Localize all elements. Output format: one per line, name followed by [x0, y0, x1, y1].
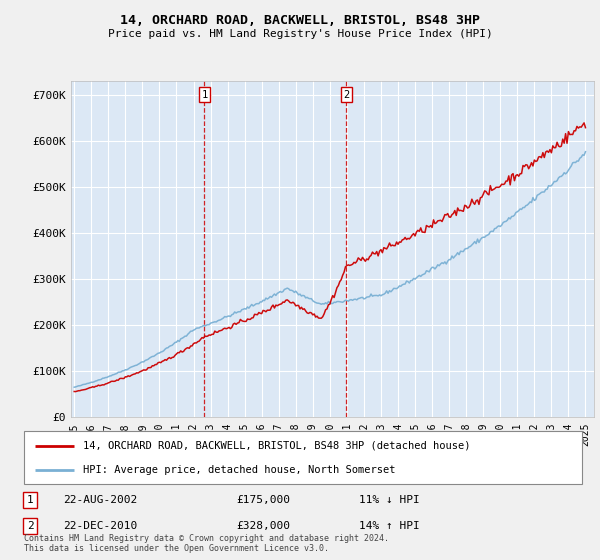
Text: 2: 2	[343, 90, 349, 100]
Text: HPI: Average price, detached house, North Somerset: HPI: Average price, detached house, Nort…	[83, 465, 395, 475]
Text: 22-DEC-2010: 22-DEC-2010	[63, 521, 137, 531]
Text: £328,000: £328,000	[236, 521, 290, 531]
Text: 14, ORCHARD ROAD, BACKWELL, BRISTOL, BS48 3HP (detached house): 14, ORCHARD ROAD, BACKWELL, BRISTOL, BS4…	[83, 441, 470, 451]
Text: 2: 2	[27, 521, 34, 531]
Text: 1: 1	[201, 90, 208, 100]
Text: Price paid vs. HM Land Registry's House Price Index (HPI): Price paid vs. HM Land Registry's House …	[107, 29, 493, 39]
Text: £175,000: £175,000	[236, 495, 290, 505]
Text: 14% ↑ HPI: 14% ↑ HPI	[359, 521, 419, 531]
Text: 11% ↓ HPI: 11% ↓ HPI	[359, 495, 419, 505]
Text: Contains HM Land Registry data © Crown copyright and database right 2024.
This d: Contains HM Land Registry data © Crown c…	[24, 534, 389, 553]
Text: 14, ORCHARD ROAD, BACKWELL, BRISTOL, BS48 3HP: 14, ORCHARD ROAD, BACKWELL, BRISTOL, BS4…	[120, 14, 480, 27]
Text: 22-AUG-2002: 22-AUG-2002	[63, 495, 137, 505]
Text: 1: 1	[27, 495, 34, 505]
